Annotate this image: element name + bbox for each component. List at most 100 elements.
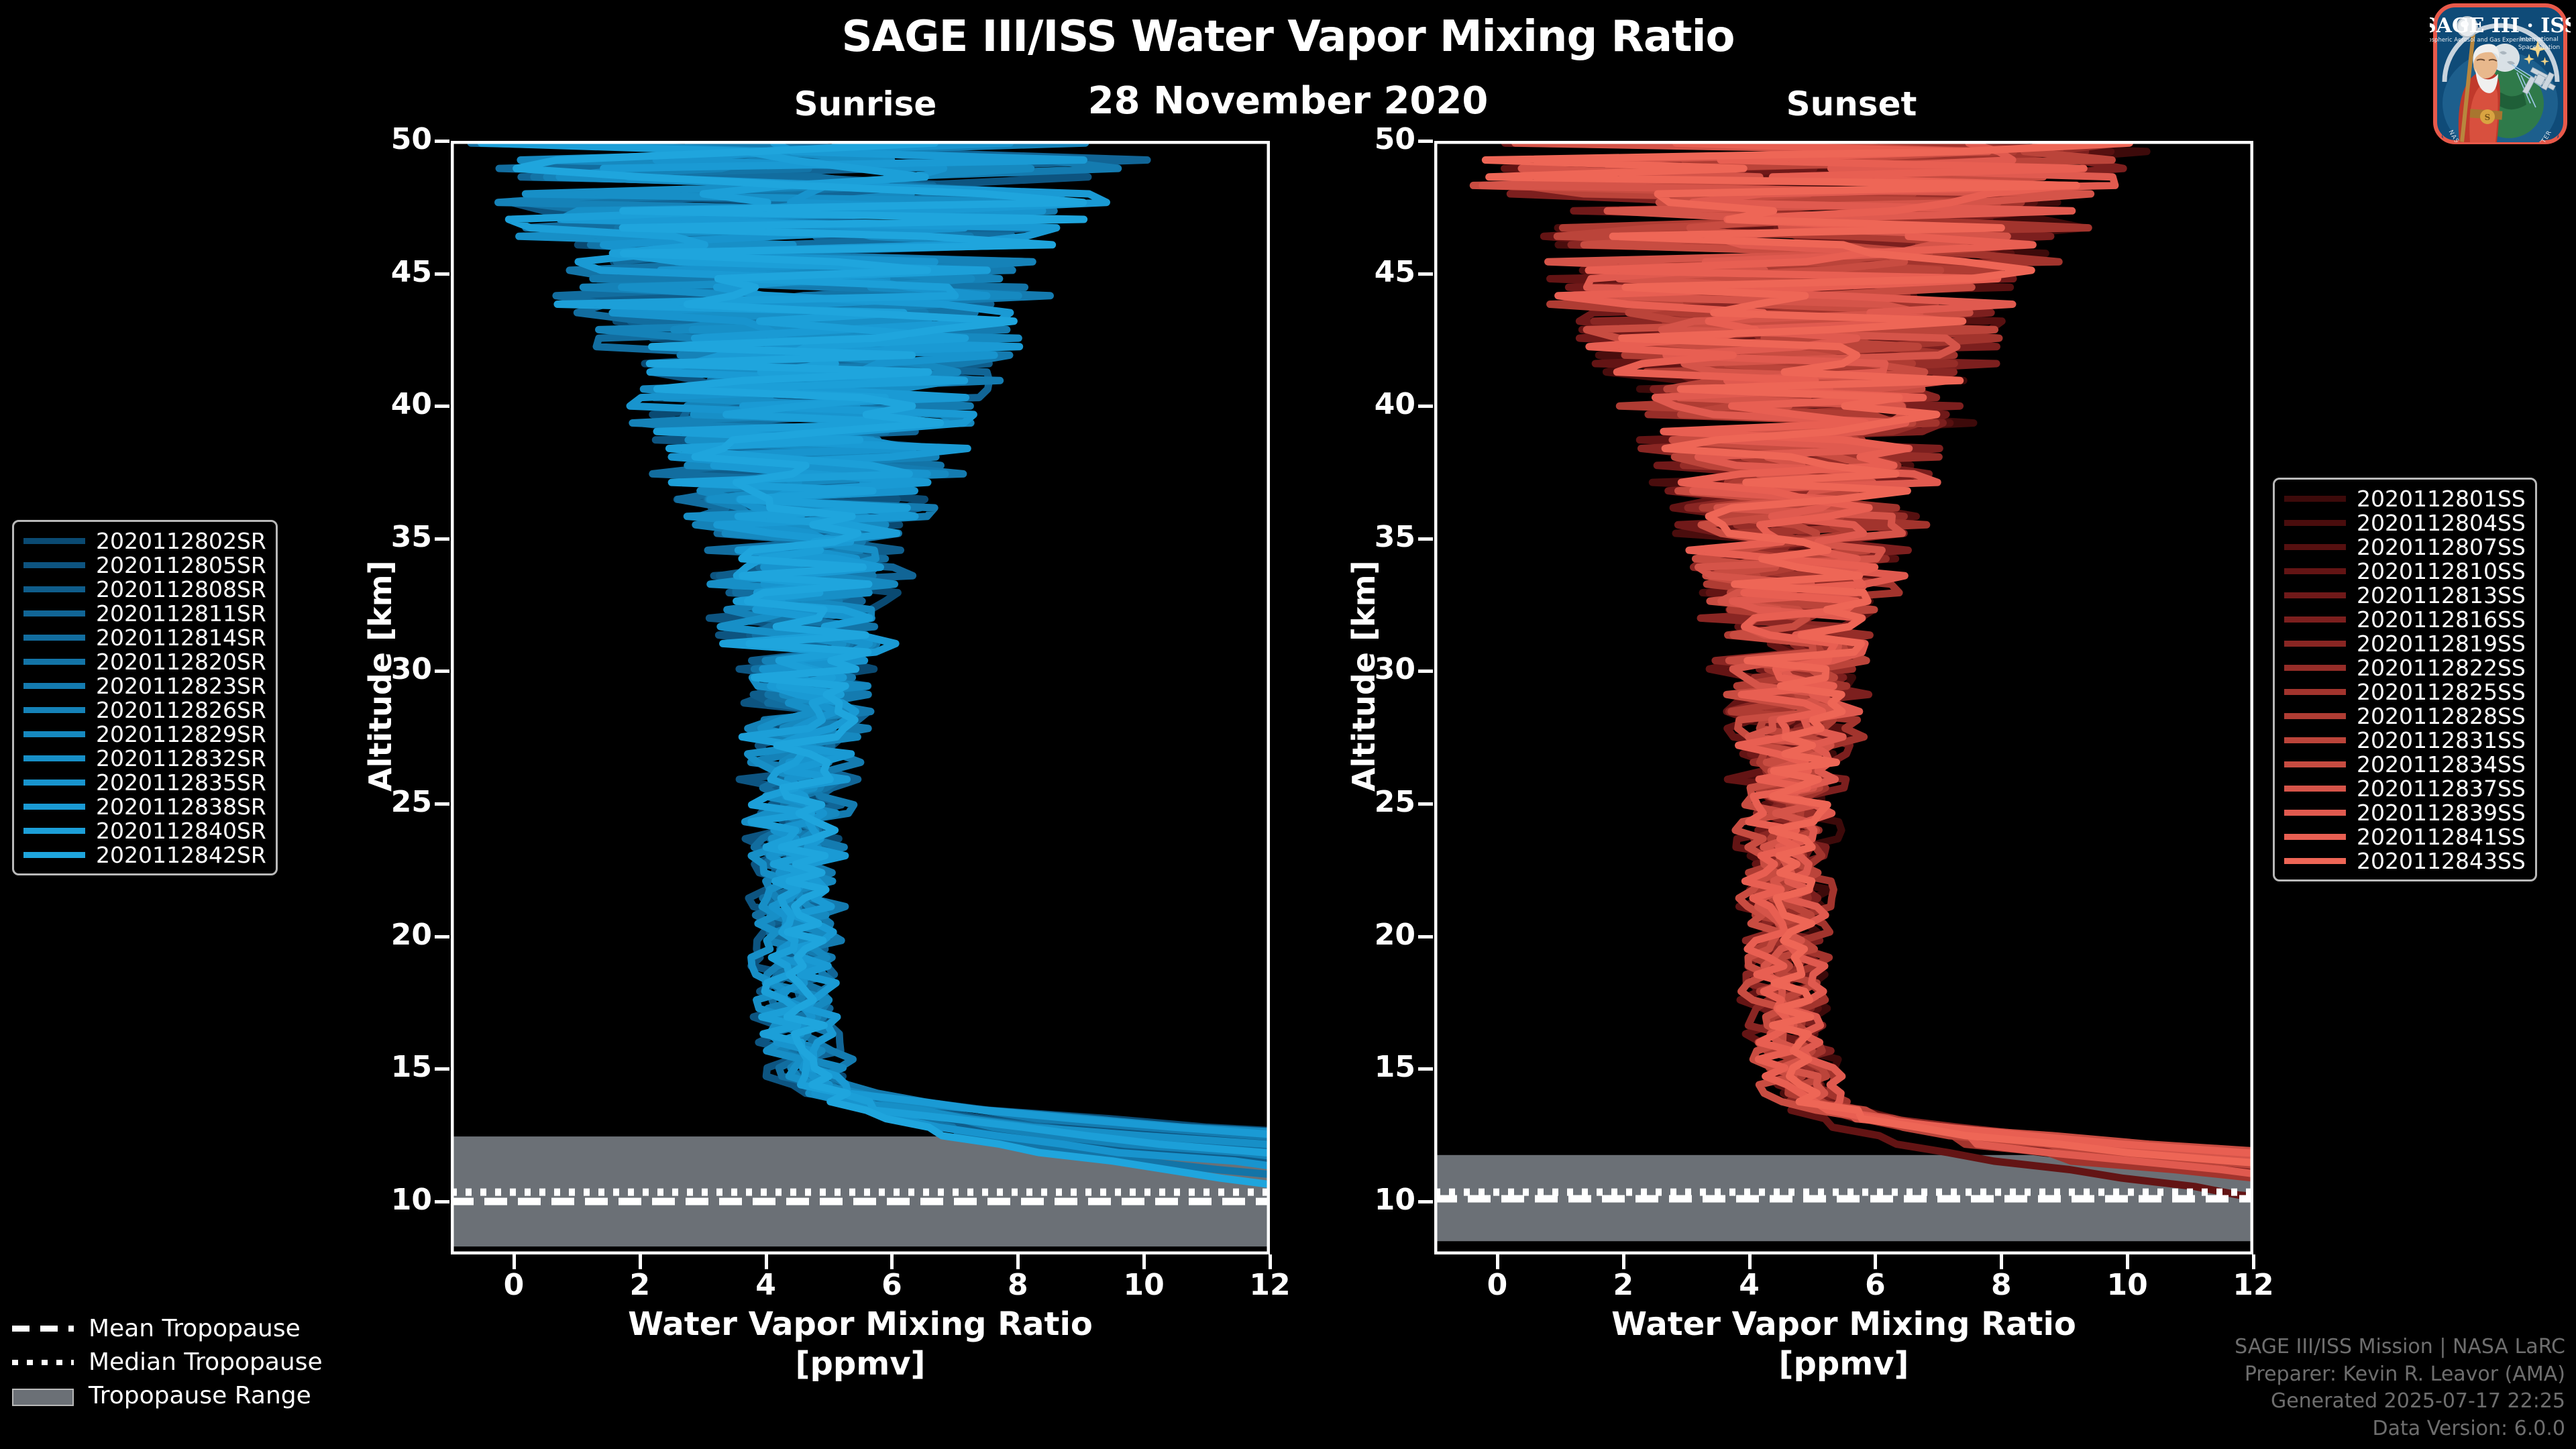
logo-subtitle-right-1: International (2520, 36, 2558, 43)
legend-item[interactable]: 2020112801SS (2284, 486, 2526, 512)
sunrise-x-tick-mark (890, 1254, 894, 1269)
legend-color-swatch (2284, 664, 2346, 671)
legend-item-label: 2020112811SR (96, 600, 266, 627)
legend-item-label: 2020112805SR (96, 551, 266, 578)
legend-item[interactable]: 2020112842SR (23, 841, 266, 868)
dashed-line-icon (12, 1321, 74, 1336)
legend-item[interactable]: 2020112835SR (23, 769, 266, 796)
logo-subtitle-right-2: Space Station (2518, 44, 2560, 51)
sunrise-x-tick: 0 (503, 1268, 525, 1302)
legend-item[interactable]: 2020112811SR (23, 600, 266, 627)
legend-item[interactable]: 2020112826SR (23, 696, 266, 723)
legend-item[interactable]: 2020112816SS (2284, 606, 2526, 633)
legend-color-swatch (2284, 568, 2346, 574)
sunset-y-tick-mark (1418, 140, 1433, 143)
legend-color-swatch (23, 586, 85, 592)
legend-item[interactable]: 2020112819SS (2284, 631, 2526, 657)
legend-color-swatch (23, 682, 85, 689)
legend-item[interactable]: 2020112839SS (2284, 800, 2526, 826)
legend-item-median-tropopause: Median Tropopause (12, 1345, 323, 1379)
profile-line (513, 141, 1270, 1189)
page-title: SAGE III/ISS Water Vapor Mixing Ratio (841, 12, 1735, 62)
legend-color-swatch (23, 755, 85, 761)
sunrise-y-tick-mark (435, 405, 449, 409)
sunset-x-tick-mark (1495, 1254, 1499, 1269)
legend-item[interactable]: 2020112840SR (23, 818, 266, 844)
legend-item[interactable]: 2020112813SS (2284, 582, 2526, 608)
legend-item-label: 2020112838SR (96, 793, 266, 820)
legend-item-label: 2020112841SS (2357, 823, 2526, 850)
legend-color-swatch (2284, 761, 2346, 767)
sunset-y-tick: 25 (1374, 785, 1415, 820)
legend-item[interactable]: 2020112807SS (2284, 534, 2526, 560)
sunset-y-tick: 15 (1374, 1050, 1415, 1085)
sunrise-series-legend[interactable]: 2020112802SR 2020112805SR 2020112808SR 2020… (12, 520, 278, 875)
legend-color-swatch (2284, 616, 2346, 623)
legend-color-swatch (23, 827, 85, 834)
legend-item[interactable]: 2020112828SS (2284, 702, 2526, 729)
sunset-series-legend[interactable]: 2020112801SS 2020112804SS 2020112807SS 2020… (2273, 478, 2537, 881)
legend-item-label: 2020112828SS (2357, 702, 2526, 729)
profile-line (1554, 141, 2253, 1157)
sunset-panel-label: Sunset (1786, 85, 1917, 123)
legend-item[interactable]: 2020112820SR (23, 649, 266, 675)
sunset-y-tick: 40 (1374, 387, 1415, 422)
sunrise-x-axis-label-line2: [ppmv] (795, 1344, 926, 1383)
legend-item[interactable]: 2020112838SR (23, 793, 266, 820)
legend-item[interactable]: 2020112810SS (2284, 558, 2526, 584)
legend-item[interactable]: 2020112804SS (2284, 510, 2526, 536)
sunrise-y-tick-mark (435, 669, 449, 674)
legend-item[interactable]: 2020112814SR (23, 625, 266, 651)
legend-color-swatch (23, 803, 85, 810)
legend-item[interactable]: 2020112832SR (23, 745, 266, 771)
legend-item-tropopause-range: Tropopause Range (12, 1379, 323, 1412)
legend-item[interactable]: 2020112823SR (23, 672, 266, 699)
legend-item-label: 2020112816SS (2357, 606, 2526, 633)
sunset-x-axis-label-line2: [ppmv] (1778, 1344, 1909, 1383)
legend-item[interactable]: 2020112831SS (2284, 727, 2526, 753)
sunset-x-tick: 10 (2106, 1268, 2148, 1302)
sunset-x-tick: 0 (1487, 1268, 1508, 1302)
legend-item[interactable]: 2020112825SS (2284, 679, 2526, 705)
legend-color-swatch (2284, 737, 2346, 743)
sunset-y-tick-mark (1418, 272, 1433, 276)
legend-item[interactable]: 2020112834SS (2284, 751, 2526, 777)
legend-item[interactable]: 2020112829SR (23, 721, 266, 747)
sunset-y-tick: 50 (1374, 122, 1415, 156)
sage-iii-iss-mission-patch-logo: S NASA LANGLEY RESEARCH CENTER SAGE III … (2414, 3, 2576, 145)
sunset-y-tick: 20 (1374, 917, 1415, 952)
sunrise-x-tick: 4 (755, 1268, 776, 1302)
sunrise-x-tick: 8 (1007, 1268, 1028, 1302)
sunset-x-tick: 4 (1739, 1268, 1760, 1302)
legend-color-swatch (2284, 543, 2346, 550)
legend-item-label: 2020112842SR (96, 841, 266, 868)
sunrise-y-tick: 45 (390, 254, 432, 289)
profile-line (1517, 141, 2253, 1169)
legend-item-label: 2020112826SR (96, 696, 266, 723)
legend-item[interactable]: 2020112822SS (2284, 655, 2526, 681)
legend-color-swatch (23, 851, 85, 858)
sunset-y-tick-mark (1418, 537, 1433, 541)
legend-item[interactable]: 2020112837SS (2284, 775, 2526, 802)
sunrise-y-tick: 25 (390, 785, 432, 820)
legend-item[interactable]: 2020112841SS (2284, 823, 2526, 850)
sunrise-x-tick-mark (638, 1254, 642, 1269)
profile-line (1481, 141, 2253, 1167)
sunrise-panel-label: Sunrise (794, 85, 937, 123)
mean-tropopause-label: Mean Tropopause (89, 1314, 301, 1342)
legend-item[interactable]: 2020112808SR (23, 576, 266, 602)
legend-color-swatch (23, 610, 85, 616)
legend-item[interactable]: 2020112802SR (23, 528, 266, 554)
profile-line (1582, 141, 2253, 1178)
legend-color-swatch (2284, 592, 2346, 598)
footer-preparer: Preparer: Kevin R. Leavor (AMA) (2244, 1362, 2565, 1386)
legend-item[interactable]: 2020112805SR (23, 551, 266, 578)
filled-box-icon (12, 1388, 74, 1406)
legend-item-label: 2020112823SR (96, 672, 266, 699)
sunset-y-tick-mark (1418, 1067, 1433, 1071)
sunrise-y-tick-mark (435, 272, 449, 276)
median-tropopause-label: Median Tropopause (89, 1348, 323, 1376)
sunrise-y-tick: 40 (390, 387, 432, 422)
sunset-y-tick-mark (1418, 405, 1433, 409)
legend-item[interactable]: 2020112843SS (2284, 848, 2526, 874)
